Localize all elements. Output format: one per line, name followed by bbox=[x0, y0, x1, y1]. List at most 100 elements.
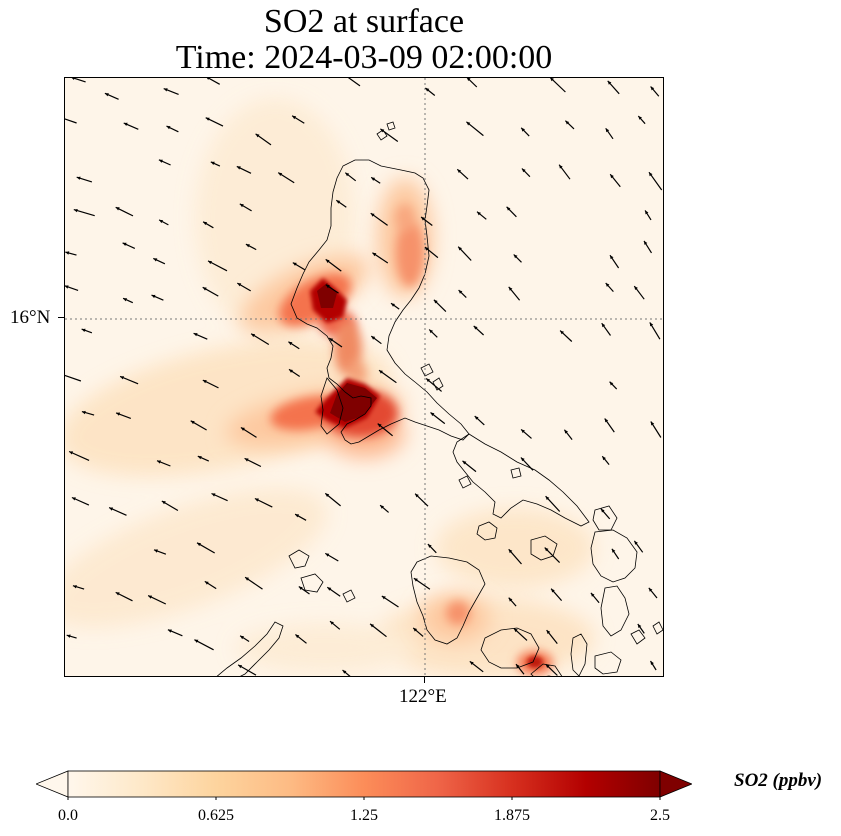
wind-arrow bbox=[648, 587, 658, 599]
small-island-4 bbox=[432, 377, 444, 391]
wind-arrow bbox=[380, 128, 399, 142]
wind-arrow bbox=[545, 663, 558, 676]
wind-arrow bbox=[239, 635, 250, 643]
wind-arrow bbox=[211, 492, 228, 502]
wind-arrow bbox=[244, 457, 262, 468]
wind-arrow bbox=[254, 497, 273, 508]
wind-arrow bbox=[515, 663, 525, 675]
wind-arrow bbox=[370, 335, 382, 345]
wind-arrow bbox=[71, 78, 86, 83]
wind-arrow bbox=[650, 86, 660, 97]
wind-vector-field bbox=[65, 78, 663, 676]
gridlines bbox=[65, 78, 663, 676]
wind-arrow bbox=[108, 507, 127, 516]
so2-haze-layer bbox=[65, 98, 595, 676]
wind-arrow bbox=[347, 78, 361, 87]
wind-arrow bbox=[425, 378, 442, 392]
wind-arrow bbox=[65, 373, 82, 382]
wind-arrow bbox=[324, 492, 341, 507]
wind-arrow bbox=[81, 410, 95, 416]
wind-arrow bbox=[609, 254, 620, 269]
wind-arrow bbox=[506, 206, 517, 218]
lon-tick-label: 122°E bbox=[399, 686, 447, 707]
wind-arrow bbox=[71, 496, 90, 506]
colorbar-tick-1: 0.625 bbox=[198, 807, 234, 824]
wind-arrow bbox=[558, 164, 571, 180]
small-island-8 bbox=[630, 629, 646, 645]
wind-arrow bbox=[206, 78, 220, 85]
wind-arrow bbox=[462, 460, 477, 473]
wind-arrow bbox=[288, 368, 301, 377]
wind-arrow bbox=[239, 203, 252, 212]
wind-arrow bbox=[244, 576, 263, 590]
wind-arrow bbox=[207, 260, 228, 272]
wind-arrow bbox=[277, 172, 295, 184]
wind-arrow bbox=[325, 284, 339, 294]
lat-tick-mark bbox=[58, 317, 64, 318]
wind-arrow bbox=[298, 586, 310, 595]
wind-arrow bbox=[425, 87, 436, 96]
wind-arrow bbox=[194, 639, 214, 651]
small-island-3 bbox=[420, 363, 434, 377]
wind-arrow bbox=[513, 254, 522, 263]
wind-arrow bbox=[153, 549, 167, 555]
map-title: SO2 at surface bbox=[263, 3, 465, 40]
wind-arrow bbox=[240, 426, 257, 438]
wind-arrow bbox=[147, 595, 167, 605]
small-island-2 bbox=[386, 121, 396, 131]
small-island-1 bbox=[376, 129, 388, 141]
wind-arrow bbox=[604, 418, 615, 433]
wind-arrow bbox=[637, 115, 646, 125]
palawan-north-coastline bbox=[216, 621, 284, 676]
wind-arrow bbox=[250, 333, 270, 346]
wind-arrow bbox=[424, 246, 439, 259]
wind-arrow bbox=[73, 209, 95, 217]
wind-arrow bbox=[370, 176, 381, 184]
wind-arrow bbox=[288, 341, 300, 350]
wind-arrow bbox=[72, 585, 85, 590]
wind-arrow bbox=[123, 122, 139, 130]
wind-arrow bbox=[643, 240, 653, 254]
bohol-coastline bbox=[594, 651, 622, 675]
wind-arrow bbox=[104, 92, 119, 100]
wind-arrow bbox=[335, 199, 347, 208]
wind-arrow bbox=[158, 219, 169, 226]
colorbar-max-extend bbox=[659, 770, 692, 798]
wind-arrow bbox=[644, 210, 652, 221]
wind-arrow bbox=[545, 495, 561, 512]
luzon-coastline bbox=[290, 159, 470, 445]
wind-arrow bbox=[156, 460, 171, 467]
wind-arrow bbox=[508, 597, 517, 607]
wind-arrow bbox=[161, 500, 179, 512]
lon-tick-mark bbox=[424, 677, 425, 683]
wind-arrow bbox=[458, 289, 467, 299]
wind-arrow bbox=[563, 429, 573, 440]
wind-arrow bbox=[236, 165, 252, 174]
colorbar-tick-2: 1.25 bbox=[350, 807, 378, 824]
wind-arrow bbox=[68, 450, 90, 461]
wind-arrow bbox=[414, 493, 429, 507]
wind-arrow bbox=[611, 548, 620, 560]
wind-arrow bbox=[328, 337, 343, 348]
colorbar-tick-0: 0.0 bbox=[58, 807, 78, 824]
wind-arrow bbox=[412, 627, 424, 637]
wind-arrow bbox=[342, 669, 351, 676]
wind-arrow bbox=[196, 542, 215, 554]
lat-tick-label: 16°N bbox=[10, 307, 51, 328]
small-island-6 bbox=[510, 467, 522, 479]
wind-arrow bbox=[508, 548, 522, 565]
leyte-coastline bbox=[600, 585, 630, 637]
colorbar-tick-marks bbox=[67, 797, 661, 800]
map-canvas bbox=[65, 78, 663, 676]
wind-arrow bbox=[294, 513, 307, 521]
wind-arrow bbox=[378, 369, 397, 384]
wind-arrow bbox=[457, 246, 472, 261]
wind-arrow bbox=[344, 172, 357, 182]
wind-arrow bbox=[520, 457, 534, 471]
wind-arrow bbox=[158, 159, 171, 166]
map-panel[interactable] bbox=[64, 77, 664, 677]
wind-arrow bbox=[474, 415, 485, 426]
wind-arrow bbox=[601, 322, 611, 336]
wind-arrow bbox=[476, 211, 487, 220]
wind-arrow bbox=[202, 221, 214, 229]
